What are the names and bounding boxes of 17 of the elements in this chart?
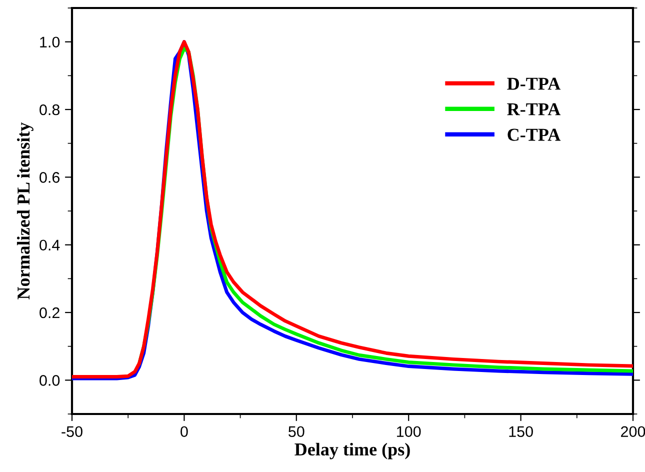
y-axis-title: Normalized PL itensity (16, 122, 34, 300)
y-tick-label: 0.4 (40, 240, 60, 251)
x-axis-title: Delay time (ps) (294, 442, 410, 460)
y-tick-label: 0.8 (40, 104, 60, 116)
x-tick-label: 100 (397, 426, 421, 438)
legend-label: D-TPA (507, 78, 561, 90)
legend-label: C-TPA (508, 128, 561, 141)
legend-label: R-TPA (507, 103, 561, 116)
x-tick-label: 200 (621, 426, 645, 438)
x-tick-label: 0 (180, 426, 188, 438)
y-tick-label: 0.6 (40, 172, 60, 183)
x-tick-label: 50 (288, 426, 304, 438)
y-tick-label: 0.0 (40, 375, 60, 386)
y-tick-label: 1.0 (40, 36, 60, 48)
x-tick-label: 150 (509, 426, 533, 438)
x-tick-label: -50 (62, 426, 82, 438)
y-tick-label: 0.2 (40, 307, 60, 318)
